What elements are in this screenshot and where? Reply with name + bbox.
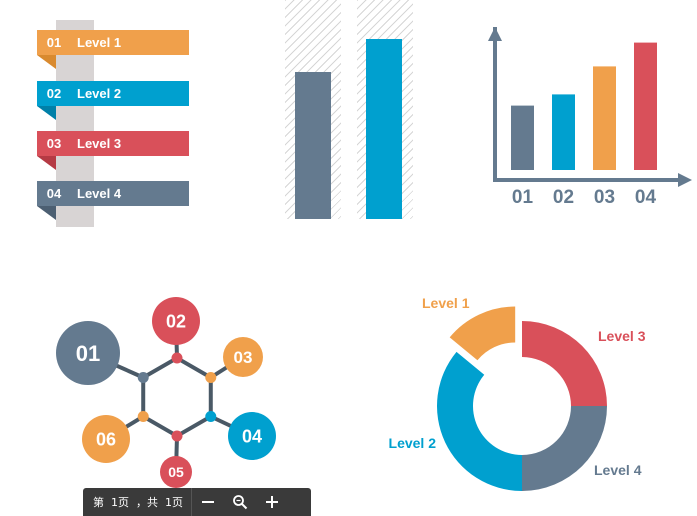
ribbon-fold [37,55,56,69]
bar [511,105,534,170]
node-circle [160,456,192,488]
donut-label: Level 3 [598,328,646,344]
ribbon-fold [37,206,56,220]
ribbon-number: 02 [46,86,62,101]
ribbon-item: 02 Level 2 [37,81,189,106]
donut-segment [522,321,607,406]
minus-icon [201,501,214,503]
vertex-dot [171,430,183,442]
node-label: 04 [242,426,262,446]
donut-label: Level 4 [594,462,642,478]
x-tick-label: 01 [512,187,534,208]
vertex-dot [171,352,183,364]
bar [634,42,657,170]
vertex-dot [137,372,149,383]
toolbar-divider [190,488,192,516]
hatched-bar-fill [295,72,331,219]
vertex-dot [205,372,217,383]
vertex-dot [137,411,149,422]
bar-chart: 01 02 03 04 [488,27,692,208]
node-circle [228,412,276,460]
bar [552,94,575,170]
vertex-dot [205,411,217,422]
x-tick-label: 03 [594,187,615,208]
node-circle [56,321,120,385]
node-label: 02 [166,311,186,331]
x-tick-label: 04 [635,187,657,208]
x-axis [495,173,692,187]
ribbon-fold [37,106,56,120]
hexagon-diagram: 01 02 03 04 05 06 [56,297,276,488]
ribbon-label: Level 3 [77,136,122,151]
ribbon-number: 03 [46,136,62,151]
ribbon-label: Level 4 [77,186,122,201]
ribbon-item: 04 Level 4 [37,181,189,206]
node-label: 03 [234,348,253,367]
page-indicator: 第 1页 ，共 1页 [93,496,183,509]
ribbon-label: Level 2 [77,86,122,101]
donut-chart: Level 3 Level 4 Level 2 Level 1 [389,295,646,491]
zoom-button[interactable] [224,488,256,516]
page-toolbar: 第 1页 ，共 1页 [83,488,311,516]
node-label: 06 [96,429,116,449]
ribbon-label: Level 1 [77,35,122,50]
ribbon-fold [37,156,56,170]
donut-segment [522,406,607,491]
donut-label: Level 1 [422,295,470,311]
zoom-in-button[interactable] [256,488,288,516]
plus-icon [265,496,278,508]
magnifier-icon [233,495,248,510]
hexagon-outline [141,355,213,439]
ribbon-item: 01 Level 1 [37,30,189,55]
ribbon-number: 01 [46,35,62,50]
x-tick-label: 02 [553,187,574,208]
node-label: 01 [76,341,100,366]
zoom-out-button[interactable] [192,488,224,516]
node-label: 05 [168,464,184,480]
y-axis [488,27,502,182]
donut-label: Level 2 [389,435,437,451]
node-circle [223,337,263,377]
ribbon-item: 03 Level 3 [37,131,189,156]
donut-segment [449,306,516,361]
hatched-bar-fill [366,39,402,219]
node-circle [152,297,200,345]
node-circle [82,415,130,463]
donut-segment [437,351,522,491]
ribbon-number: 04 [46,186,62,201]
bar [593,66,616,170]
